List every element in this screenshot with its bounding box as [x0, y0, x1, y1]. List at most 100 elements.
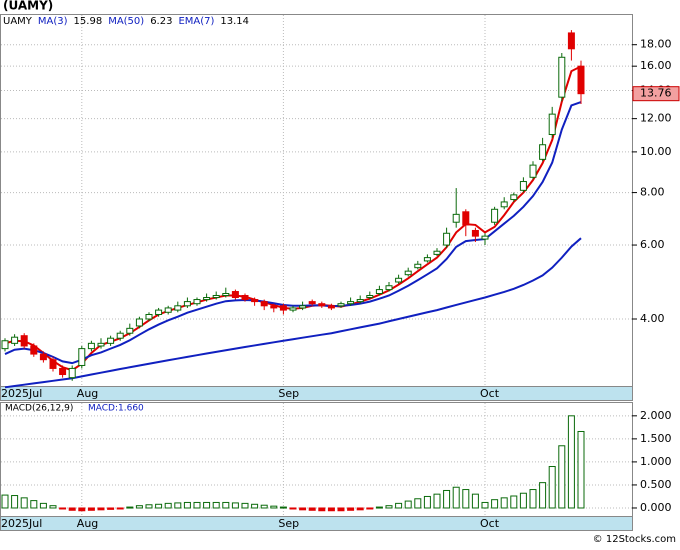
- candle-body: [59, 367, 67, 376]
- candle-body: [78, 348, 86, 366]
- candle-body: [260, 301, 268, 307]
- candle-body: [155, 309, 163, 315]
- candle-body: [183, 301, 191, 307]
- candle-body: [270, 305, 278, 309]
- candle-body: [510, 194, 518, 201]
- macd-bar: [126, 506, 134, 509]
- macd-bar: [78, 507, 86, 512]
- candle-body: [337, 303, 345, 307]
- ma-line: [4, 237, 582, 389]
- candle-body: [423, 257, 431, 262]
- y-tick-label: 1.000: [640, 455, 672, 468]
- macd-bar: [222, 501, 230, 509]
- macd-bar: [539, 482, 547, 509]
- candle-body: [279, 305, 287, 311]
- candle-body: [414, 263, 422, 269]
- candle-body: [289, 307, 297, 311]
- macd-bar: [59, 507, 67, 510]
- candle-body: [519, 181, 527, 191]
- macd-bar: [39, 502, 47, 509]
- candle-body: [20, 335, 28, 347]
- macd-bar: [318, 507, 326, 512]
- macd-bar: [251, 503, 259, 509]
- macd-bar: [471, 493, 479, 509]
- macd-bar: [308, 507, 316, 511]
- candle-body: [49, 359, 57, 369]
- y-tick-label: 6.00: [640, 238, 665, 251]
- chart-title: (UAMY): [3, 0, 53, 13]
- candle-body: [577, 65, 585, 95]
- candle-body: [241, 294, 249, 301]
- y-tick-label: 8.00: [640, 186, 665, 199]
- macd-bar: [558, 445, 566, 509]
- macd-bar: [87, 507, 95, 511]
- y-tick-label: 4.00: [640, 312, 665, 325]
- legend-entry: 13.14: [220, 16, 249, 27]
- candle-body: [375, 289, 383, 295]
- legend-entry: 15.98: [74, 16, 103, 27]
- candle-body: [356, 299, 364, 303]
- candle-body: [500, 201, 508, 208]
- macd-bar: [231, 502, 239, 509]
- candle-body: [11, 336, 19, 344]
- macd-bar: [174, 502, 182, 509]
- macd-bar: [116, 507, 124, 510]
- candle-body: [529, 164, 537, 178]
- macd-bar: [260, 504, 268, 509]
- macd-bar: [500, 497, 508, 509]
- macd-bar: [423, 495, 431, 509]
- macd-bar: [145, 504, 153, 509]
- macd-bar: [164, 502, 172, 509]
- candle-body: [443, 232, 451, 246]
- macd-bar: [356, 507, 364, 511]
- y-tick-label: 12.00: [640, 112, 672, 125]
- footer: © 12Stocks.com: [593, 534, 676, 545]
- x-tick-label: Oct: [480, 517, 500, 530]
- last-price-label: 13.76: [640, 87, 672, 100]
- x-tick-label: Sep: [278, 387, 299, 400]
- candle-body: [404, 270, 412, 276]
- macd-bar: [529, 489, 537, 509]
- candle-body: [135, 318, 143, 327]
- macd-bar: [30, 500, 38, 509]
- x-tick-label: 2025Jul: [1, 387, 42, 400]
- candle-body: [193, 299, 201, 305]
- macd-bar: [212, 501, 220, 509]
- legend-entry: MA(3): [38, 16, 68, 27]
- candle-body: [366, 294, 374, 299]
- candle-body: [145, 313, 153, 320]
- macd-bar: [404, 500, 412, 509]
- macd-bar: [452, 486, 460, 509]
- macd-title: MACD(26,12,9): [5, 404, 73, 414]
- y-tick-label: 18.00: [640, 38, 672, 51]
- macd-bar: [183, 501, 191, 509]
- macd-bar: [20, 497, 28, 509]
- candle-body: [87, 342, 95, 350]
- candle-body: [251, 299, 259, 303]
- candle-body: [452, 213, 460, 223]
- y-tick-label: 1.500: [640, 432, 672, 445]
- macd-bar: [193, 501, 201, 509]
- macd-label: MACD:: [88, 404, 118, 414]
- candle-body: [347, 301, 355, 305]
- y-tick-label: 0.500: [640, 478, 672, 491]
- legend: UAMY MA(3) 15.98 MA(50) 6.23 EMA(7) 13.14: [3, 16, 249, 27]
- macd-bar: [299, 507, 307, 511]
- candle-body: [299, 305, 307, 309]
- candle-body: [116, 332, 124, 339]
- x-axis-strip: [0, 516, 633, 531]
- macd-bar: [97, 507, 105, 511]
- macd-bar: [567, 415, 575, 509]
- macd-bar: [327, 507, 335, 512]
- candle-body: [68, 367, 76, 379]
- candle-body: [222, 293, 230, 296]
- x-axis-strip: [0, 386, 633, 401]
- macd-bar: [375, 506, 383, 509]
- macd-bar: [577, 430, 585, 509]
- y-tick-label: 10.00: [640, 145, 672, 158]
- legend-entry: UAMY: [3, 16, 33, 27]
- legend-entry: 6.23: [150, 16, 172, 27]
- macd-bar: [366, 507, 374, 510]
- candle-body: [471, 229, 479, 237]
